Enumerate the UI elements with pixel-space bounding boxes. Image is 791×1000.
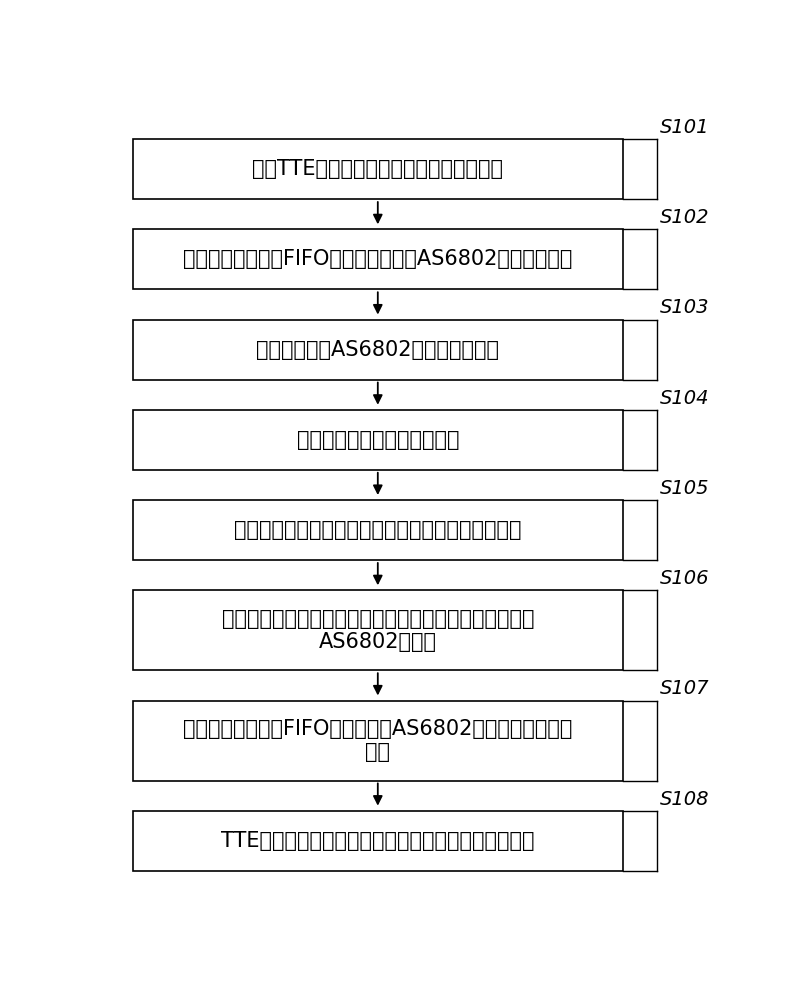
Text: S101: S101 bbox=[660, 118, 710, 137]
Text: 接收侦听模块获取接收时间点: 接收侦听模块获取接收时间点 bbox=[297, 430, 459, 450]
Text: S108: S108 bbox=[660, 790, 710, 809]
Text: 发送先入先出队列FIFO模块对新的AS6802同步帧进行缓存并: 发送先入先出队列FIFO模块对新的AS6802同步帧进行缓存并 bbox=[183, 719, 573, 739]
Text: S102: S102 bbox=[660, 208, 710, 227]
Text: 帧信息缓存管理模块对帧信息及接收时间点进行缓存: 帧信息缓存管理模块对帧信息及接收时间点进行缓存 bbox=[234, 520, 521, 540]
Bar bbox=[133, 590, 623, 670]
Text: S104: S104 bbox=[660, 389, 710, 408]
Text: TTE交换机的输出仲裁模块对以太网帧进行仲裁并发送: TTE交换机的输出仲裁模块对以太网帧进行仲裁并发送 bbox=[221, 831, 535, 851]
Bar bbox=[133, 320, 623, 380]
Bar bbox=[133, 229, 623, 289]
Bar bbox=[133, 701, 623, 781]
Text: 接收先入先出队列FIFO模块获取正确的AS6802同步帧并缓存: 接收先入先出队列FIFO模块获取正确的AS6802同步帧并缓存 bbox=[183, 249, 573, 269]
Bar bbox=[133, 410, 623, 470]
Text: AS6802同步帧: AS6802同步帧 bbox=[319, 632, 437, 652]
Text: 同步帧透传管理模块读取帧信息及接收时间点并合成新的: 同步帧透传管理模块读取帧信息及接收时间点并合成新的 bbox=[221, 609, 534, 629]
Text: S105: S105 bbox=[660, 479, 710, 498]
Bar bbox=[133, 500, 623, 560]
Text: S103: S103 bbox=[660, 298, 710, 317]
Text: S107: S107 bbox=[660, 679, 710, 698]
Text: 配置TTE交换机端口的级联口标志位的状态: 配置TTE交换机端口的级联口标志位的状态 bbox=[252, 159, 503, 179]
Bar bbox=[133, 139, 623, 199]
Bar bbox=[133, 811, 623, 871]
Text: 帧解析模块对AS6802同步帧进行拆帧: 帧解析模块对AS6802同步帧进行拆帧 bbox=[256, 340, 499, 360]
Text: S106: S106 bbox=[660, 569, 710, 588]
Text: 发送: 发送 bbox=[365, 742, 390, 762]
